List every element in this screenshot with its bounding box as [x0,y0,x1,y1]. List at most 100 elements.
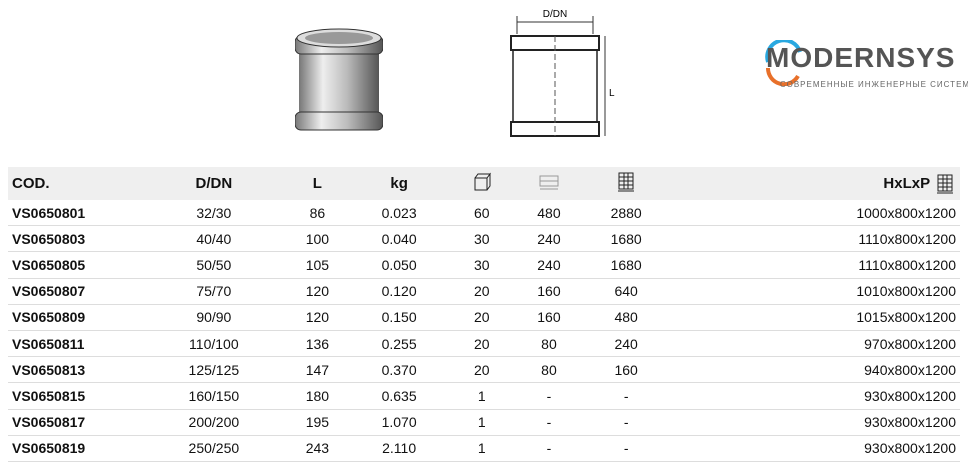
table-cell: - [515,435,583,462]
table-cell: 30 [448,251,516,279]
table-cell: 120 [284,278,351,305]
table-row: VS0650809 90/90 120 0.150 20 160 480 1015x800x1… [8,304,960,331]
pallet-icon [582,167,670,200]
table-cell: 240 [515,225,583,253]
table-row: VS0650805 50/50 105 0.050 30 240 1680 1110x800x… [8,251,960,279]
table-cell: VS0650815 [8,382,143,410]
table-cell: 1 [448,435,516,462]
table-cell: 930x800x1200 [669,382,960,410]
table-cell: 160/150 [143,382,285,410]
table-cell: 480 [515,200,583,227]
table-cell: 250/250 [143,435,285,462]
table-cell: 1 [448,382,516,410]
table-cell: 50/50 [143,251,285,279]
table-cell: 0.150 [350,304,449,331]
table-row: VS0650811 110/100 136 0.255 20 80 240 970x800x1… [8,330,960,358]
table-cell: 80 [515,356,583,384]
table-cell: 1680 [582,225,670,253]
table-cell: 0.120 [350,278,449,305]
table-cell: 120 [284,304,351,331]
table-cell: 147 [284,356,351,384]
table-cell: 1015x800x1200 [669,304,960,331]
table-cell: 75/70 [143,278,285,305]
table-cell: 240 [582,330,670,358]
table-cell: 32/30 [143,200,285,227]
column-header-label: HxLxP [883,174,930,192]
table-cell: - [582,382,670,410]
table-cell: 0.635 [350,382,449,410]
table-cell: 200/200 [143,409,285,436]
table-cell: VS0650813 [8,356,143,384]
table-cell: VS0650807 [8,278,143,305]
table-cell: VS0650817 [8,409,143,436]
table-cell: 110/100 [143,330,285,358]
table-cell: 1000x800x1200 [669,200,960,227]
table-cell: 970x800x1200 [669,330,960,358]
modernsys-watermark: MODERNSYS СОВРЕМЕННЫЕ ИНЖЕНЕРНЫЕ СИСТЕМЫ [760,40,968,96]
table-cell: 0.023 [350,200,449,227]
logo-ring-icon [765,40,802,86]
table-cell: 105 [284,251,351,279]
table-cell: 1010x800x1200 [669,278,960,305]
table-row: VS0650807 75/70 120 0.120 20 160 640 1010x800x1… [8,278,960,305]
table-cell: 940x800x1200 [669,356,960,384]
table-row: VS0650817 200/200 195 1.070 1- -930x800x1200 [8,409,960,436]
table-cell: 1110x800x1200 [669,251,960,279]
table-cell: - [582,409,670,436]
table-row: VS0650819 250/250 243 2.110 1- -930x800x1200 [8,435,960,462]
table-cell: 60 [448,200,516,227]
table-cell: 0.255 [350,330,449,358]
table-cell: 86 [284,200,351,227]
table-cell: 640 [582,278,670,305]
table-cell: 480 [582,304,670,331]
table-cell: 20 [448,278,516,305]
pallet-icon [937,174,953,193]
table-cell: 243 [284,435,351,462]
table-cell: 136 [284,330,351,358]
table-cell: 160 [515,304,583,331]
table-cell: 90/90 [143,304,285,331]
table-cell: 160 [515,278,583,305]
table-cell: 1.070 [350,409,449,436]
table-row: VS0650813 125/125 147 0.370 20 80 160 940x800x1… [8,356,960,384]
table-row: VS0650803 40/40 100 0.040 30 240 1680 1110x800x… [8,225,960,253]
table-cell: - [515,382,583,410]
table-row: VS0650801 32/30 86 0.023 60 480 2880 1000x800x1… [8,200,960,227]
table-cell: - [582,435,670,462]
table-cell: VS0650805 [8,251,143,279]
table-cell: 0.040 [350,225,449,253]
table-cell: 0.050 [350,251,449,279]
column-header: D/DN [143,167,285,200]
table-cell: 40/40 [143,225,285,253]
l-label: L [609,88,615,99]
table-cell: 2880 [582,200,670,227]
table-cell: 1 [448,409,516,436]
table-cell: VS0650801 [8,200,143,227]
table-cell: VS0650809 [8,304,143,331]
coupling-photo [295,28,383,131]
table-cell: 1110x800x1200 [669,225,960,253]
table-cell: VS0650803 [8,225,143,253]
logo-brand: MODERNSYS [766,42,956,73]
table-cell: 0.370 [350,356,449,384]
table-cell: 30 [448,225,516,253]
table-cell: 160 [582,356,670,384]
dn-label: D/DN [543,9,567,20]
table-cell: - [515,409,583,436]
table-cell: 20 [448,304,516,331]
table-cell: 195 [284,409,351,436]
table-cell: 1680 [582,251,670,279]
column-header: COD. [8,167,143,200]
column-header: kg [350,167,449,200]
logo-tagline: СОВРЕМЕННЫЕ ИНЖЕНЕРНЫЕ СИСТЕМЫ [780,80,968,89]
column-header: L [284,167,351,200]
table-cell: 240 [515,251,583,279]
column-header: HxLxP [669,167,960,200]
table-cell: 930x800x1200 [669,435,960,462]
table-row: VS0650815 160/150 180 0.635 1- -930x800x1200 [8,382,960,410]
table-cell: 930x800x1200 [669,409,960,436]
table-cell: VS0650819 [8,435,143,462]
box-icon [448,167,516,200]
table-cell: VS0650811 [8,330,143,358]
dimension-drawing: D/DN L [510,9,615,137]
